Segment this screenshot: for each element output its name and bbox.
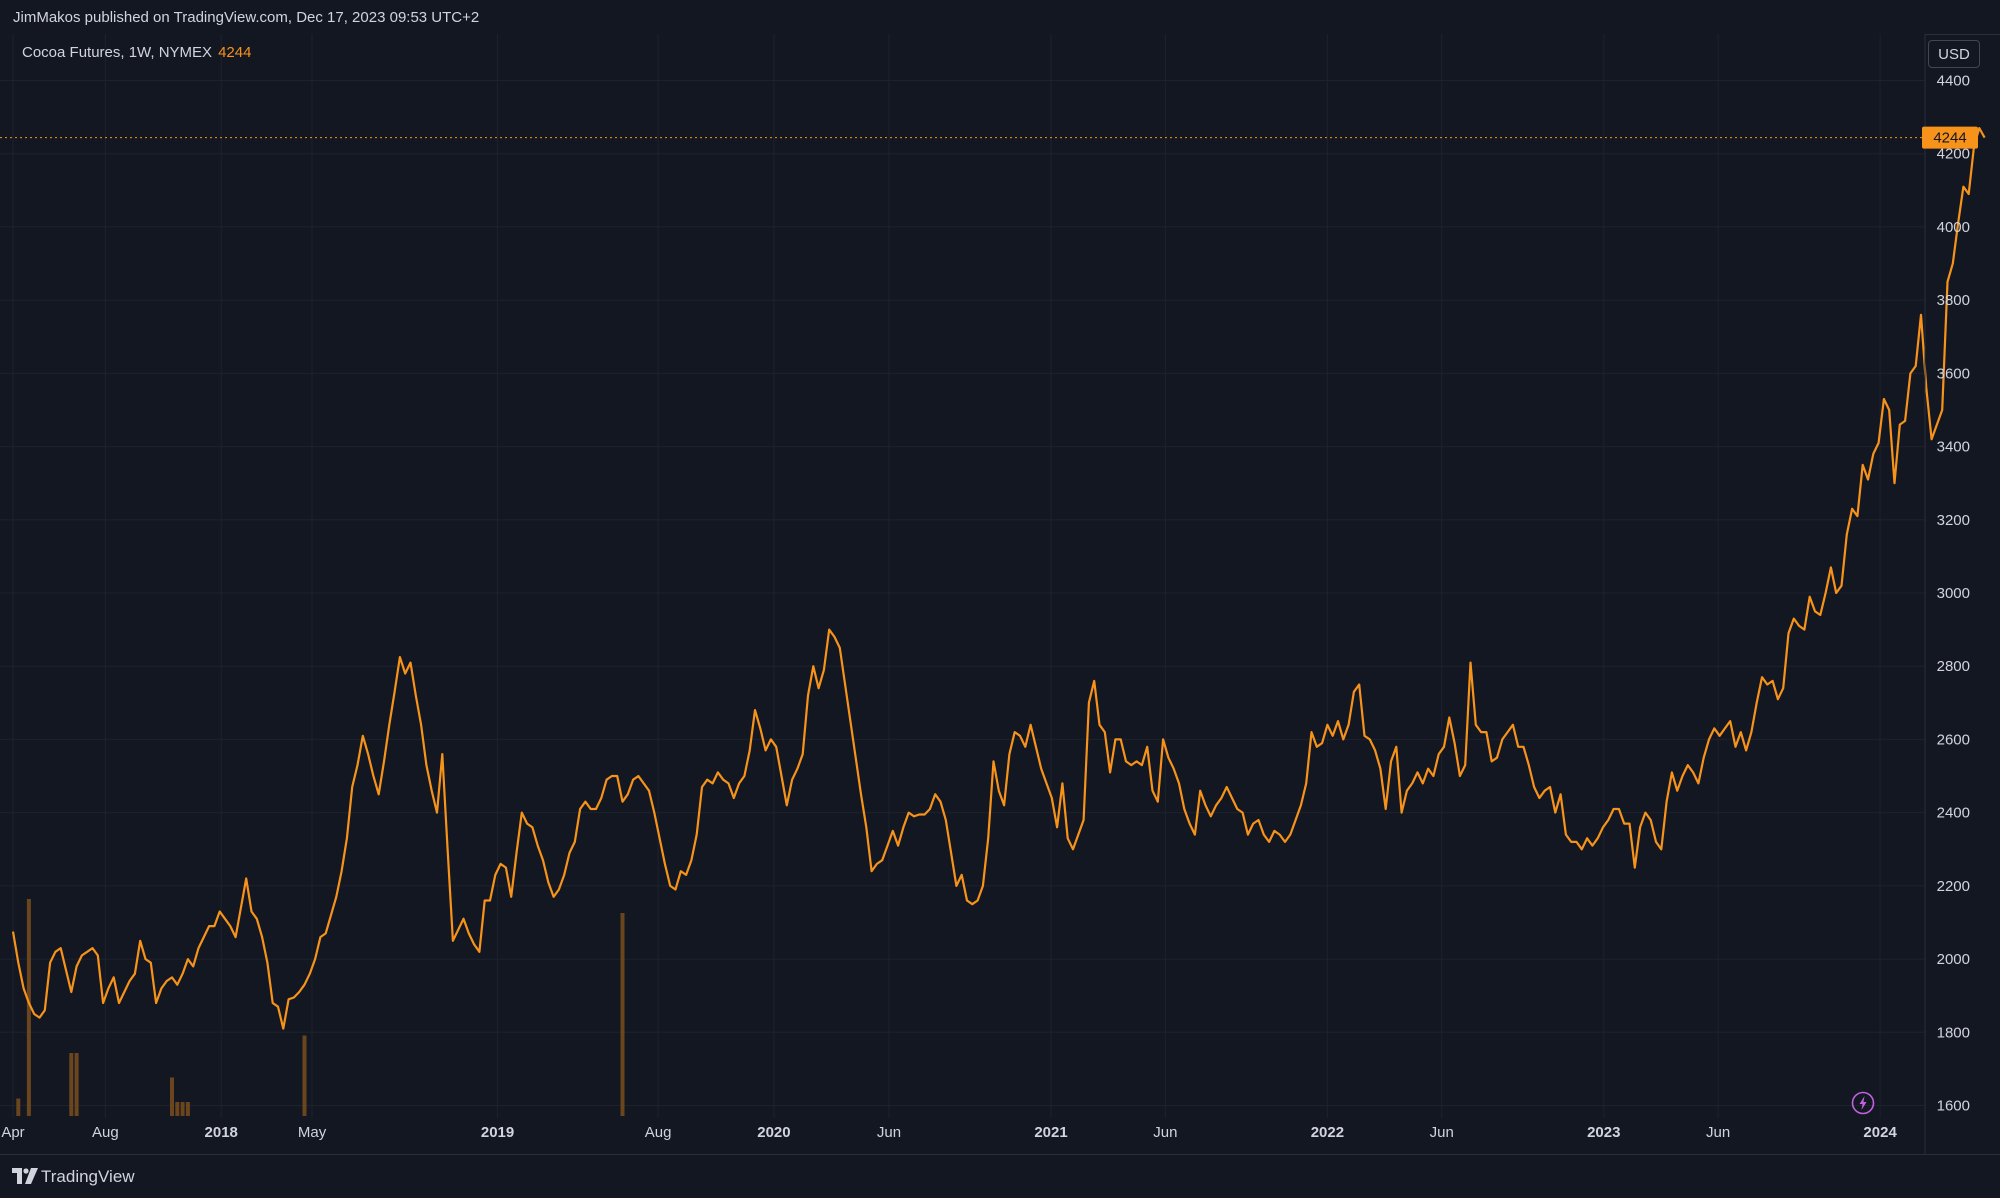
price-tick-label: 4400 bbox=[1937, 73, 1970, 90]
price-tick-label: 4000 bbox=[1937, 219, 1970, 236]
last-price-tag-background bbox=[1922, 126, 1978, 149]
time-tick-label: May bbox=[298, 1124, 327, 1141]
volume-bar bbox=[26, 899, 31, 1116]
price-tick-label: 3400 bbox=[1937, 439, 1970, 456]
legend-last-price: 4244 bbox=[218, 44, 252, 61]
volume-bar bbox=[16, 1098, 21, 1116]
price-series-line bbox=[11, 127, 1986, 1030]
time-tick-label: 2019 bbox=[481, 1124, 514, 1141]
price-chart[interactable]: 1600 1800 2000 2200 2400 2600 2800 3000 3200 3400… bbox=[0, 34, 2000, 1154]
volume-bars bbox=[16, 899, 625, 1116]
footer-bar: TradingView bbox=[0, 1154, 2000, 1198]
price-tick-label: 2200 bbox=[1937, 878, 1970, 895]
price-tick-label: 3600 bbox=[1937, 365, 1970, 382]
volume-bar bbox=[69, 1053, 74, 1116]
time-axis[interactable]: Apr Aug 2018 May 2019 Aug 2020 Jun 2021 Jun 2022 Ju… bbox=[1, 1124, 1897, 1141]
currency-button[interactable]: USD bbox=[1928, 40, 1980, 68]
tradingview-logo-icon[interactable] bbox=[12, 1168, 38, 1184]
grid bbox=[0, 34, 1925, 1118]
volume-bar bbox=[180, 1102, 185, 1116]
time-tick-label: Jun bbox=[1430, 1124, 1454, 1141]
time-tick-label: 2022 bbox=[1311, 1124, 1344, 1141]
publish-info: JimMakos published on TradingView.com, D… bbox=[13, 9, 480, 26]
price-tick-label: 3800 bbox=[1937, 292, 1970, 309]
price-tick-label: 2600 bbox=[1937, 731, 1970, 748]
volume-bar bbox=[74, 1053, 79, 1116]
price-tick-label: 2400 bbox=[1937, 805, 1970, 822]
time-tick-label: Aug bbox=[92, 1124, 119, 1141]
price-tick-label: 2800 bbox=[1937, 658, 1970, 675]
time-tick-label: 2020 bbox=[757, 1124, 790, 1141]
price-axis[interactable]: 1600 1800 2000 2200 2400 2600 2800 3000 3200 3400… bbox=[1937, 73, 1970, 1115]
volume-bar bbox=[175, 1102, 180, 1116]
time-tick-label: 2024 bbox=[1863, 1124, 1897, 1141]
time-tick-label: 2021 bbox=[1034, 1124, 1067, 1141]
plot-background bbox=[0, 34, 1925, 1154]
time-tick-label: Apr bbox=[1, 1124, 24, 1141]
price-tick-label: 4200 bbox=[1937, 146, 1970, 163]
last-price-tag-label: 4244 bbox=[1933, 130, 1966, 147]
price-tick-label: 3000 bbox=[1937, 585, 1970, 602]
volume-bar bbox=[620, 913, 625, 1116]
time-tick-label: Jun bbox=[1153, 1124, 1177, 1141]
lightning-bolt-icon[interactable] bbox=[1851, 1091, 1875, 1115]
chart-legend[interactable]: Cocoa Futures, 1W, NYMEX 4244 bbox=[22, 44, 251, 61]
price-tick-label: 3200 bbox=[1937, 512, 1970, 529]
header-bar: JimMakos published on TradingView.com, D… bbox=[0, 0, 2000, 35]
price-tick-label: 2000 bbox=[1937, 951, 1970, 968]
time-tick-label: 2023 bbox=[1587, 1124, 1620, 1141]
chart-area[interactable]: 1600 1800 2000 2200 2400 2600 2800 3000 3200 3400… bbox=[0, 34, 2000, 1154]
volume-bar bbox=[185, 1102, 190, 1116]
volume-bar bbox=[170, 1077, 174, 1116]
time-tick-label: Jun bbox=[1706, 1124, 1730, 1141]
time-tick-label: 2018 bbox=[205, 1124, 238, 1141]
volume-bar bbox=[302, 1035, 307, 1116]
price-tick-label: 1800 bbox=[1937, 1024, 1970, 1041]
last-price-tag: 4244 bbox=[1922, 126, 1978, 149]
time-tick-label: Aug bbox=[645, 1124, 672, 1141]
symbol-label: Cocoa Futures, 1W, NYMEX bbox=[22, 44, 213, 61]
price-tick-label: 1600 bbox=[1937, 1098, 1970, 1115]
brand-name[interactable]: TradingView bbox=[41, 1167, 135, 1186]
time-tick-label: Jun bbox=[877, 1124, 901, 1141]
